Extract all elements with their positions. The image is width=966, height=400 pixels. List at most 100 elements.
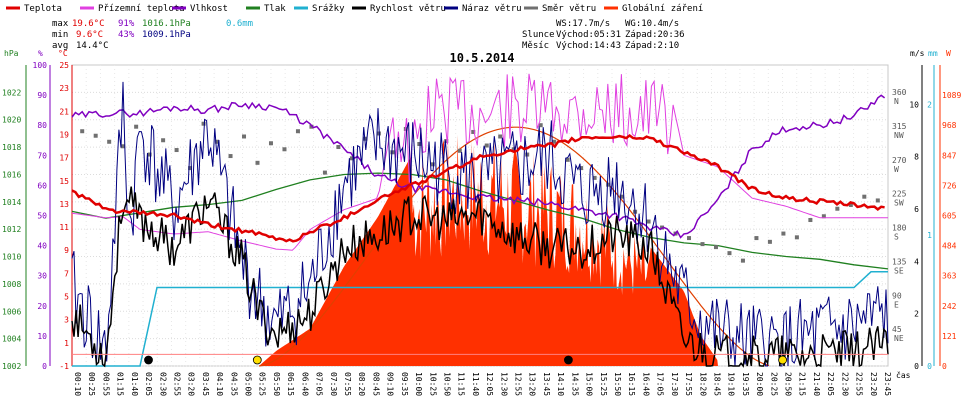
tick-time: 20:00 [755, 372, 764, 396]
tick-pres: 1008 [2, 280, 21, 289]
tick-hum: 30 [37, 272, 47, 281]
stat-avg-temp: 14.4°C [76, 41, 109, 51]
tick-hum: 40 [37, 242, 47, 251]
wind-direction-point [835, 206, 840, 211]
wind-direction-point [147, 152, 152, 157]
tick-time: 12:05 [485, 372, 494, 396]
stat-min-hum: 43% [118, 30, 135, 40]
unit-hum: % [38, 49, 43, 58]
tick-time: 02:55 [172, 372, 181, 396]
tick-time: 07:05 [315, 372, 324, 396]
tick-time: 12:55 [514, 372, 523, 396]
tick-pres: 1014 [2, 198, 21, 207]
tick-time: 05:00 [244, 372, 253, 396]
tick-time: 10:25 [428, 372, 437, 396]
tick-time: 15:00 [585, 372, 594, 396]
series-temperature [71, 133, 885, 243]
wind-direction-point [215, 139, 220, 144]
series-wind-speed [71, 186, 889, 368]
wind-direction-point [862, 194, 867, 199]
tick-dir-deg: 360 [892, 88, 907, 97]
tick-time: 07:55 [343, 372, 352, 396]
tick-rain: 0 [927, 362, 932, 371]
tick-time: 16:15 [627, 372, 636, 396]
tick-dir-name: SE [894, 266, 904, 275]
wind-direction-point [619, 194, 624, 199]
tick-time: 13:20 [528, 372, 537, 396]
legend-label-3: Tlak [264, 4, 286, 14]
wind-direction-point [417, 142, 422, 147]
wind-direction-point [794, 235, 799, 240]
tick-temp: 25 [59, 61, 69, 70]
tick-rad: 242 [942, 302, 957, 311]
tick-hum: 20 [37, 302, 47, 311]
tick-time: 19:10 [727, 372, 736, 396]
tick-dir-name: NE [894, 334, 904, 343]
wind-direction-point [592, 175, 597, 180]
info-ws: WS:17.7m/s [556, 19, 610, 29]
tick-time: 00:25 [87, 372, 96, 396]
series-pressure [71, 172, 889, 270]
unit-rad: W [946, 49, 951, 58]
tick-temp: 3 [64, 316, 69, 325]
wind-direction-point [309, 124, 314, 129]
wind-direction-point [322, 170, 327, 175]
info-sun-label: Slunce [522, 30, 555, 40]
unit-wind: m/s [910, 49, 925, 58]
tick-temp: 23 [59, 84, 69, 93]
wind-direction-point [255, 160, 260, 165]
tick-rad: 121 [942, 332, 957, 341]
tick-time: 22:30 [840, 372, 849, 396]
series-ground-temperature [71, 73, 888, 251]
tick-time: 17:30 [670, 372, 679, 396]
tick-dir-name: W [894, 165, 899, 174]
info-moon-label: Měsíc [522, 41, 549, 51]
wind-direction-point [767, 239, 772, 244]
tick-time: 22:05 [826, 372, 835, 396]
tick-time: 18:20 [698, 372, 707, 396]
wind-direction-point [700, 242, 705, 247]
tick-dir-deg: 135 [892, 257, 907, 266]
tick-time: 04:35 [229, 372, 238, 396]
tick-hum: 100 [33, 61, 48, 70]
stat-avg-label: avg [52, 41, 68, 51]
tick-rad: 847 [942, 151, 957, 160]
tick-dir-name: NW [894, 131, 904, 140]
wind-direction-point [848, 202, 853, 207]
series-radiation-area [259, 134, 718, 366]
tick-hum: 90 [37, 91, 47, 100]
wind-direction-point [525, 152, 530, 157]
tick-pres: 1022 [2, 88, 21, 97]
wind-direction-point [268, 141, 273, 146]
tick-temp: -1 [59, 362, 69, 371]
tick-time: 10:00 [414, 372, 423, 396]
stat-max-temp: 19.6°C [72, 19, 105, 29]
wind-direction-point [457, 148, 462, 153]
tick-rad: 605 [942, 212, 957, 221]
tick-rad: 968 [942, 121, 957, 130]
wind-direction-point [444, 139, 449, 144]
wind-direction-point [471, 129, 476, 134]
tick-time: 11:40 [471, 372, 480, 396]
legend-label-7: Směr větru [542, 4, 596, 14]
tick-time: 09:10 [386, 372, 395, 396]
tick-time: 16:40 [641, 372, 650, 396]
tick-time: 05:50 [272, 372, 281, 396]
wind-direction-point [349, 156, 354, 161]
legend-label-5: Rychlost větru [370, 4, 446, 14]
unit-time: čas [896, 370, 911, 380]
tick-wind: 0 [914, 362, 919, 371]
time-marker-3 [778, 355, 787, 365]
tick-temp: 5 [64, 293, 69, 302]
stat-max-rain: 0.6mm [226, 19, 253, 29]
tick-time: 23:20 [869, 372, 878, 396]
tick-hum: 80 [37, 121, 47, 130]
tick-time: 22:55 [855, 372, 864, 396]
stat-min-temp: 9.6°C [76, 30, 103, 40]
tick-time: 09:35 [400, 372, 409, 396]
wind-direction-point [188, 166, 193, 171]
tick-wind: 4 [914, 257, 919, 266]
tick-time: 05:25 [258, 372, 267, 396]
tick-rad: 363 [942, 272, 957, 281]
